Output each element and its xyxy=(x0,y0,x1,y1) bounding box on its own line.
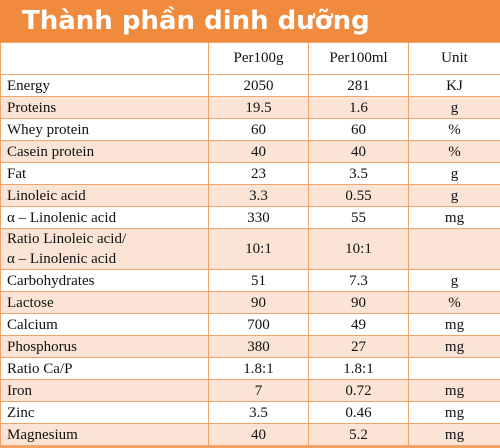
table-row: Magnesium 40 5.2 mg xyxy=(0,423,500,446)
cell: 60 xyxy=(208,118,309,141)
row-label: Ratio Linoleic acid/ α – Linolenic acid xyxy=(0,228,209,270)
cell xyxy=(408,357,500,380)
table-row: Ratio Linoleic acid/ α – Linolenic acid 1… xyxy=(0,228,500,270)
row-label: α – Linolenic acid xyxy=(0,206,209,229)
cell: 19.5 xyxy=(208,96,309,119)
table-row: Fat 23 3.5 g xyxy=(0,162,500,185)
cell: 51 xyxy=(208,269,309,292)
cell: 60 xyxy=(308,118,409,141)
cell: mg xyxy=(408,206,500,229)
cell: 2050 xyxy=(208,74,309,97)
table-row: Ratio Ca/P 1.8:1 1.8:1 xyxy=(0,357,500,380)
cell: 49 xyxy=(308,313,409,336)
cell: g xyxy=(408,184,500,207)
cell: g xyxy=(408,269,500,292)
cell: 3.3 xyxy=(208,184,309,207)
cell: 1.8:1 xyxy=(308,357,409,380)
nutrition-table: Per100g Per100ml Unit Energy 2050 281 KJ Pro… xyxy=(0,42,500,446)
cell: mg xyxy=(408,379,500,402)
cell: 55 xyxy=(308,206,409,229)
cell: 3.5 xyxy=(208,401,309,424)
cell: mg xyxy=(408,401,500,424)
row-label: Magnesium xyxy=(0,423,209,446)
table-row: Lactose 90 90% xyxy=(0,291,500,314)
cell: 3.5 xyxy=(308,162,409,185)
cell: 40 xyxy=(308,140,409,163)
row-label: Iron xyxy=(0,379,209,402)
table-row: Zinc 3.5 0.46 mg xyxy=(0,401,500,424)
table-row: Calcium 700 49 mg xyxy=(0,313,500,336)
header-cell: Per100ml xyxy=(308,42,409,75)
cell: mg xyxy=(408,423,500,446)
cell: 40 xyxy=(208,423,309,446)
table-row: Iron 7 0.72 mg xyxy=(0,379,500,402)
header-cell: Per100g xyxy=(208,42,309,75)
header-cell: Unit xyxy=(408,42,500,75)
cell: 27 xyxy=(308,335,409,358)
cell: 10:1 xyxy=(308,228,409,270)
cell: % xyxy=(408,291,500,314)
table-row: Linoleic acid 3.3 0.55 g xyxy=(0,184,500,207)
cell: 0.46 xyxy=(308,401,409,424)
cell: 1.8:1 xyxy=(208,357,309,380)
row-label: Phosphorus xyxy=(0,335,209,358)
table-row: Proteins 19.5 1.6 g xyxy=(0,96,500,119)
header-cell xyxy=(0,42,209,75)
table-row: Whey protein 60 60% xyxy=(0,118,500,141)
cell: 1.6 xyxy=(308,96,409,119)
cell: 90 xyxy=(308,291,409,314)
cell: 10:1 xyxy=(208,228,309,270)
cell: % xyxy=(408,118,500,141)
row-label: Calcium xyxy=(0,313,209,336)
cell: 40 xyxy=(208,140,309,163)
cell: 330 xyxy=(208,206,309,229)
cell: mg xyxy=(408,313,500,336)
row-label: Proteins xyxy=(0,96,209,119)
cell: 23 xyxy=(208,162,309,185)
row-label: Energy xyxy=(0,74,209,97)
cell: g xyxy=(408,162,500,185)
table-row: Phosphorus 380 27 mg xyxy=(0,335,500,358)
table-row: Carbohydrates 51 7.3 g xyxy=(0,269,500,292)
row-label: Ratio Ca/P xyxy=(0,357,209,380)
cell: 380 xyxy=(208,335,309,358)
cell: mg xyxy=(408,335,500,358)
cell: g xyxy=(408,96,500,119)
cell: 700 xyxy=(208,313,309,336)
row-label: Zinc xyxy=(0,401,209,424)
table-row: Casein protein 40 40% xyxy=(0,140,500,163)
cell: 0.72 xyxy=(308,379,409,402)
table-body: Energy 2050 281 KJ Proteins 19.5 1.6 g Whey prot… xyxy=(0,74,500,446)
table-row: Energy 2050 281 KJ xyxy=(0,74,500,97)
header-row: Per100g Per100ml Unit xyxy=(0,42,500,75)
row-label: Fat xyxy=(0,162,209,185)
cell: 7.3 xyxy=(308,269,409,292)
title: Thành phần dinh dưỡng xyxy=(0,0,500,42)
table-row: α – Linolenic acid 330 55 mg xyxy=(0,206,500,229)
row-label: Carbohydrates xyxy=(0,269,209,292)
cell: 281 xyxy=(308,74,409,97)
cell: 0.55 xyxy=(308,184,409,207)
row-label: Whey protein xyxy=(0,118,209,141)
row-label: Casein protein xyxy=(0,140,209,163)
cell: 90 xyxy=(208,291,309,314)
row-label: Linoleic acid xyxy=(0,184,209,207)
cell: 7 xyxy=(208,379,309,402)
cell: % xyxy=(408,140,500,163)
cell: KJ xyxy=(408,74,500,97)
row-label: Lactose xyxy=(0,291,209,314)
cell: 5.2 xyxy=(308,423,409,446)
cell xyxy=(408,228,500,270)
